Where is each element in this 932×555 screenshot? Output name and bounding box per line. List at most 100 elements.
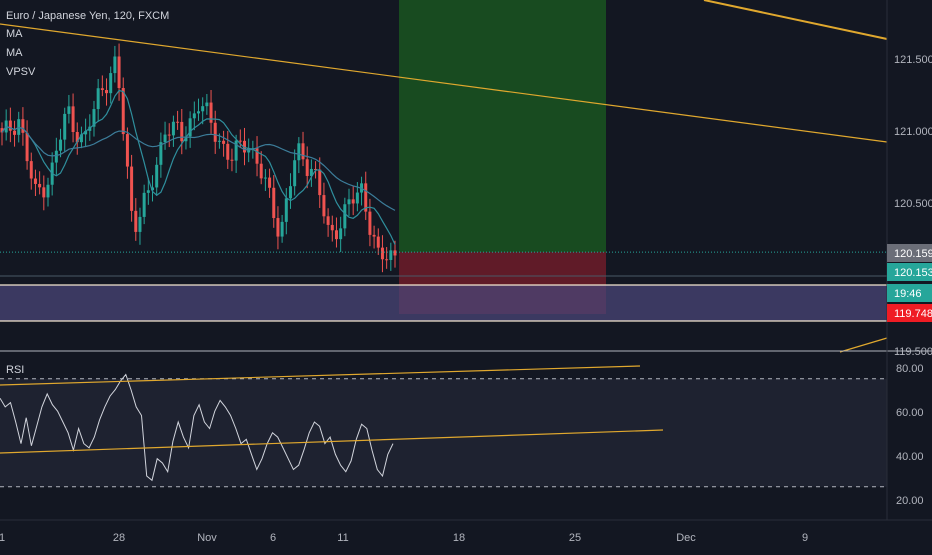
candle-body bbox=[84, 130, 88, 135]
candle-body bbox=[326, 216, 330, 225]
candle-body bbox=[46, 184, 50, 198]
candle-body bbox=[272, 187, 276, 219]
upper-trend-line bbox=[703, 0, 888, 40]
candle-body bbox=[380, 247, 384, 260]
legend-symbol: Euro / Japanese Yen, 120, FXCM bbox=[6, 10, 170, 22]
candle-body bbox=[151, 187, 155, 191]
main-downtrend-line bbox=[0, 23, 888, 143]
rsi-tick-label: 40.00 bbox=[896, 451, 924, 463]
candle-body bbox=[146, 190, 150, 193]
candle-body bbox=[301, 143, 305, 160]
highlight-band bbox=[0, 285, 887, 321]
candle-body bbox=[280, 221, 284, 237]
candle-body bbox=[339, 228, 343, 240]
candle-body bbox=[159, 142, 163, 165]
candle-body bbox=[259, 163, 263, 179]
price-badge bbox=[887, 284, 932, 302]
candle-body bbox=[130, 166, 134, 211]
candle-body bbox=[368, 211, 372, 235]
candle-body bbox=[79, 134, 83, 143]
candle-body bbox=[309, 168, 313, 176]
lower-trend-line bbox=[839, 337, 888, 353]
price-badge-label: 19:46 bbox=[894, 288, 922, 300]
candle-body bbox=[242, 140, 246, 153]
candle-body bbox=[59, 139, 63, 151]
candle-body bbox=[263, 177, 267, 179]
candle-body bbox=[201, 106, 205, 112]
candle-body bbox=[105, 90, 109, 94]
price-badge-label: 119.748 bbox=[894, 308, 932, 320]
candle-body bbox=[314, 168, 318, 170]
time-tick-label: 28 bbox=[113, 532, 125, 544]
price-tick-label: 121.500 bbox=[894, 54, 932, 66]
candle-body bbox=[234, 140, 238, 161]
candle-body bbox=[92, 109, 96, 127]
candle-body bbox=[167, 134, 171, 136]
candle-body bbox=[113, 56, 117, 74]
candle-body bbox=[393, 250, 397, 256]
candle-body bbox=[109, 73, 113, 94]
candle-body bbox=[209, 102, 213, 123]
rsi-tick-label: 20.00 bbox=[896, 495, 924, 507]
candle-body bbox=[25, 132, 29, 162]
candle-body bbox=[180, 121, 184, 142]
candle-body bbox=[13, 130, 17, 135]
candle-body bbox=[121, 88, 125, 135]
ma-fast-line bbox=[1, 89, 396, 245]
candle-body bbox=[318, 169, 322, 196]
candle-body bbox=[251, 148, 255, 150]
candle-body bbox=[0, 128, 4, 133]
candle-body bbox=[222, 140, 226, 144]
rsi-lower-trendline bbox=[0, 429, 664, 454]
candle-body bbox=[197, 111, 200, 114]
candle-body bbox=[38, 183, 42, 188]
legend-ma-1[interactable]: MA bbox=[6, 28, 23, 40]
time-tick-label: 1 bbox=[0, 532, 5, 544]
time-tick-label: 18 bbox=[453, 532, 465, 544]
rsi-line bbox=[0, 373, 394, 482]
legend-ma-2[interactable]: MA bbox=[6, 47, 23, 59]
candle-body bbox=[117, 56, 121, 89]
candle-body bbox=[71, 106, 75, 133]
candle-body bbox=[334, 230, 338, 240]
rsi-tick-label: 60.00 bbox=[896, 407, 924, 419]
candle-body bbox=[347, 199, 351, 205]
candle-body bbox=[100, 88, 104, 91]
candle-body bbox=[184, 136, 188, 142]
candle-body bbox=[188, 118, 192, 137]
target-zone bbox=[399, 0, 606, 253]
candle-body bbox=[155, 164, 159, 188]
candle-body bbox=[125, 134, 129, 167]
candle-body bbox=[8, 120, 12, 131]
legend-rsi[interactable]: RSI bbox=[6, 364, 25, 376]
candle-body bbox=[389, 250, 393, 260]
candle-body bbox=[343, 204, 347, 229]
candle-body bbox=[230, 159, 234, 161]
candle-body bbox=[205, 102, 209, 107]
candle-body bbox=[385, 259, 389, 261]
candle-body bbox=[268, 177, 272, 188]
candle-body bbox=[67, 106, 71, 114]
candle-body bbox=[322, 195, 326, 217]
candle-body bbox=[75, 132, 79, 143]
time-tick-label: Dec bbox=[676, 532, 696, 544]
price-tick-label: 119.500 bbox=[894, 346, 932, 358]
candle-body bbox=[213, 122, 217, 142]
time-tick-label: 6 bbox=[270, 532, 276, 544]
candle-body bbox=[217, 140, 221, 142]
candle-body bbox=[284, 198, 288, 222]
price-badge bbox=[887, 263, 932, 281]
candle-body bbox=[238, 140, 242, 142]
price-tick-label: 120.500 bbox=[894, 198, 932, 210]
time-tick-label: Nov bbox=[197, 532, 217, 544]
price-tick-label: 121.000 bbox=[894, 126, 932, 138]
candle-body bbox=[142, 192, 146, 217]
price-badge-label: 120.159 bbox=[894, 248, 932, 260]
legend-vpsv[interactable]: VPSV bbox=[6, 66, 36, 78]
price-badge bbox=[887, 304, 932, 322]
candle-body bbox=[192, 113, 196, 119]
time-tick-label: 25 bbox=[569, 532, 581, 544]
candle-body bbox=[297, 143, 301, 161]
